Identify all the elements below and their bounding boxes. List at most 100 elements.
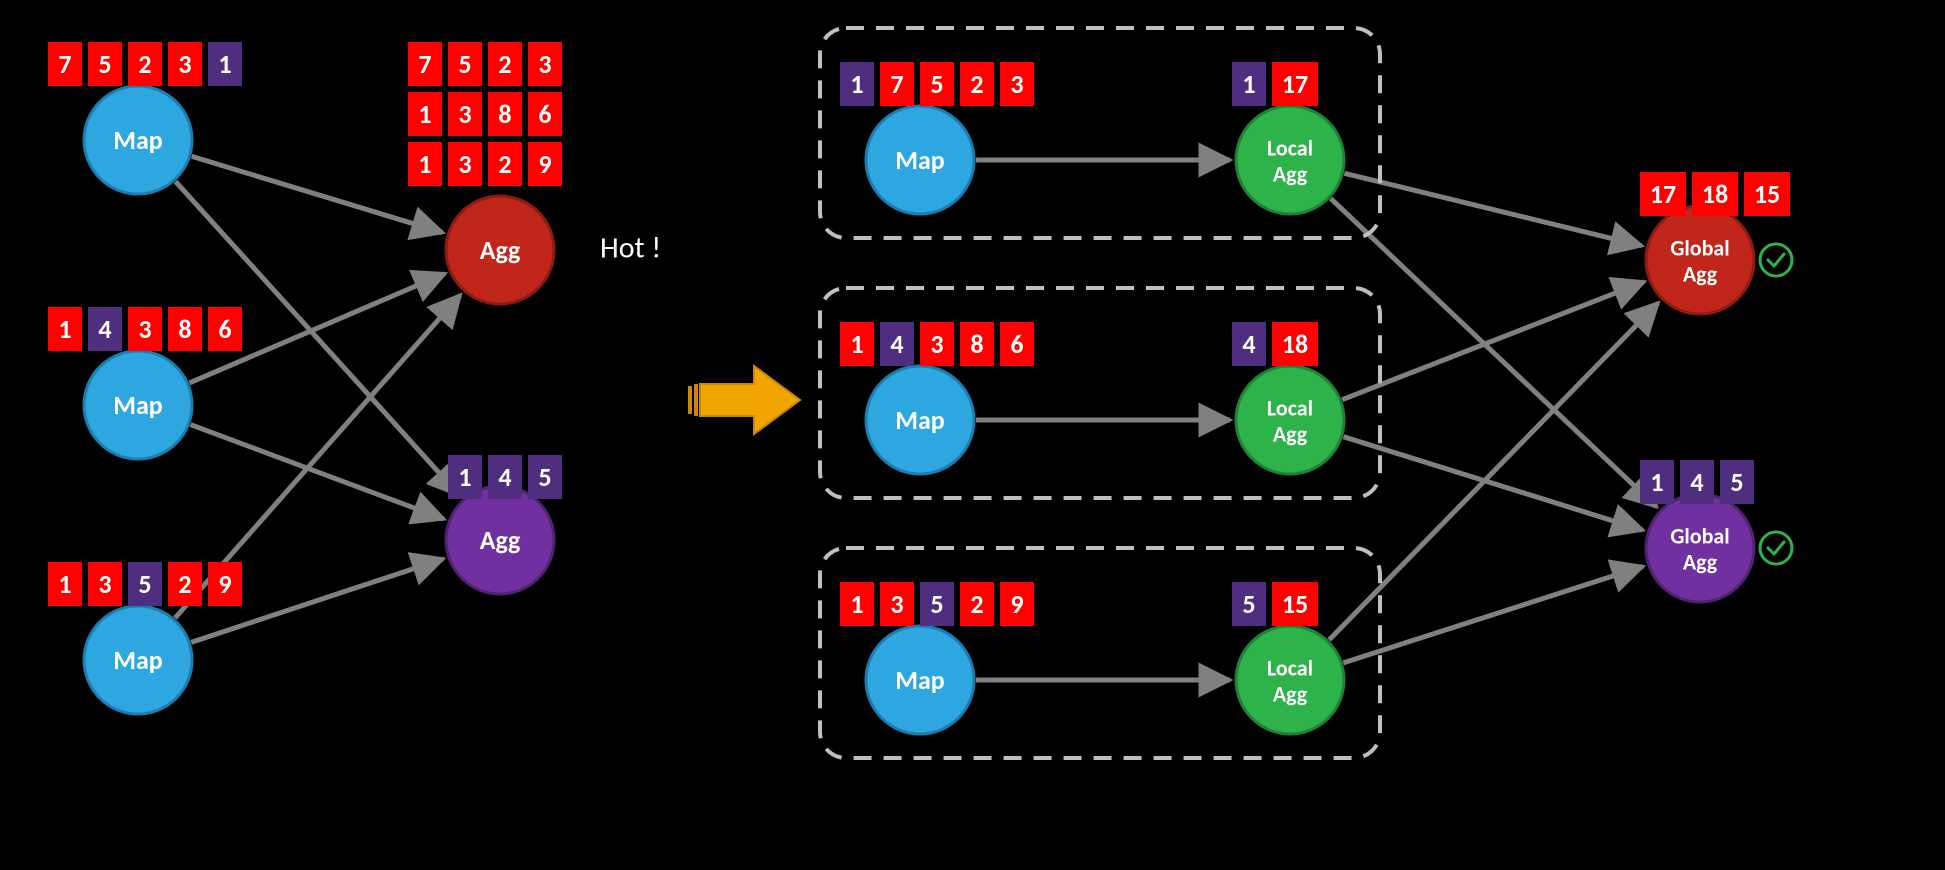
data-tag-value: 3 <box>98 568 111 600</box>
data-tag-value: 1 <box>850 328 863 360</box>
data-tag: 1 <box>208 42 242 86</box>
data-tag-value: 6 <box>218 313 231 345</box>
data-tag-value: 5 <box>1730 466 1743 498</box>
svg-text:Map: Map <box>113 124 163 156</box>
data-tag-value: 3 <box>890 588 903 620</box>
data-tag: 1 <box>408 92 442 136</box>
data-tag: 9 <box>1000 582 1034 626</box>
svg-text:Map: Map <box>895 144 945 176</box>
data-tag: 8 <box>488 92 522 136</box>
data-tag-value: 17 <box>1282 68 1308 100</box>
data-tag-value: 1 <box>58 568 71 600</box>
map-node-label: Map <box>113 644 163 676</box>
data-tag-value: 3 <box>538 48 551 80</box>
data-tag-value: 17 <box>1650 178 1676 210</box>
data-tag: 3 <box>448 92 482 136</box>
data-tag-value: 5 <box>1242 588 1255 620</box>
map-node-label: Map <box>895 664 945 696</box>
data-tag: 15 <box>1272 582 1318 626</box>
svg-text:Agg: Agg <box>1683 261 1718 288</box>
data-tag-value: 1 <box>850 68 863 100</box>
local-agg-node-label: LocalAgg <box>1267 395 1313 448</box>
data-tag-value: 5 <box>930 68 943 100</box>
svg-text:Map: Map <box>895 664 945 696</box>
data-tag-value: 8 <box>970 328 983 360</box>
data-tag: 3 <box>448 142 482 186</box>
data-tag-value: 1 <box>458 461 471 493</box>
svg-text:Local: Local <box>1267 395 1313 422</box>
svg-text:Agg: Agg <box>480 234 521 266</box>
data-tag-value: 1 <box>58 313 71 345</box>
data-tag: 8 <box>960 322 994 366</box>
data-tag-value: 18 <box>1282 328 1308 360</box>
data-tag: 2 <box>488 42 522 86</box>
data-tag-value: 7 <box>890 68 903 100</box>
data-tag: 3 <box>920 322 954 366</box>
data-tag-value: 6 <box>538 98 551 130</box>
data-tag: 1 <box>840 582 874 626</box>
data-tag: 18 <box>1272 322 1318 366</box>
data-tag-value: 8 <box>178 313 191 345</box>
svg-text:Local: Local <box>1267 655 1313 682</box>
data-tag-value: 5 <box>458 48 471 80</box>
data-tag-value: 5 <box>538 461 551 493</box>
data-tag-value: 2 <box>970 588 983 620</box>
data-tag-value: 15 <box>1754 178 1780 210</box>
local-agg-node-label: LocalAgg <box>1267 135 1313 188</box>
data-tag-value: 1 <box>850 588 863 620</box>
data-tag-value: 1 <box>1242 68 1255 100</box>
svg-text:Agg: Agg <box>1273 421 1308 448</box>
data-tag: 1 <box>48 307 82 351</box>
data-tag: 1 <box>840 322 874 366</box>
map-node-label: Map <box>895 404 945 436</box>
data-tag: 4 <box>1232 322 1266 366</box>
data-tag: 18 <box>1692 172 1738 216</box>
data-tag: 4 <box>488 455 522 499</box>
agg-node-label: Agg <box>480 524 521 556</box>
data-tag-value: 6 <box>1010 328 1023 360</box>
data-tag: 5 <box>448 42 482 86</box>
data-tag: 5 <box>1720 460 1754 504</box>
data-tag: 4 <box>1680 460 1714 504</box>
data-tag: 5 <box>528 455 562 499</box>
data-tag: 17 <box>1640 172 1686 216</box>
svg-text:Agg: Agg <box>1273 681 1308 708</box>
data-tag-value: 9 <box>1010 588 1023 620</box>
data-tag-value: 2 <box>970 68 983 100</box>
data-tag: 1 <box>48 562 82 606</box>
data-tag: 4 <box>880 322 914 366</box>
data-tag: 3 <box>128 307 162 351</box>
svg-text:Map: Map <box>113 644 163 676</box>
hot-label: Hot ! <box>600 230 661 267</box>
svg-text:Map: Map <box>113 389 163 421</box>
svg-text:Global: Global <box>1670 235 1729 262</box>
data-tag: 5 <box>128 562 162 606</box>
data-tag-value: 1 <box>418 148 431 180</box>
local-agg-node-label: LocalAgg <box>1267 655 1313 708</box>
data-tag-value: 4 <box>1242 328 1255 360</box>
data-tag: 6 <box>1000 322 1034 366</box>
data-tag-value: 2 <box>138 48 151 80</box>
data-tag-value: 4 <box>890 328 903 360</box>
svg-text:Local: Local <box>1267 135 1313 162</box>
data-tag-value: 2 <box>178 568 191 600</box>
agg-node-label: Agg <box>480 234 521 266</box>
data-tag: 5 <box>920 62 954 106</box>
data-tag-value: 3 <box>1010 68 1023 100</box>
map-node-label: Map <box>895 144 945 176</box>
data-tag-value: 4 <box>98 313 111 345</box>
svg-text:Global: Global <box>1670 523 1729 550</box>
data-tag-value: 3 <box>138 313 151 345</box>
data-tag-value: 8 <box>498 98 511 130</box>
svg-text:Agg: Agg <box>1273 161 1308 188</box>
data-tag: 1 <box>1640 460 1674 504</box>
data-tag: 3 <box>1000 62 1034 106</box>
map-node-label: Map <box>113 389 163 421</box>
diagram-svg: Map75231Map14386Map13529Agg752313861329A… <box>0 0 1945 870</box>
data-tag: 1 <box>408 142 442 186</box>
data-tag-value: 9 <box>218 568 231 600</box>
data-tag-value: 9 <box>538 148 551 180</box>
data-tag: 8 <box>168 307 202 351</box>
data-tag: 15 <box>1744 172 1790 216</box>
data-tag: 3 <box>528 42 562 86</box>
